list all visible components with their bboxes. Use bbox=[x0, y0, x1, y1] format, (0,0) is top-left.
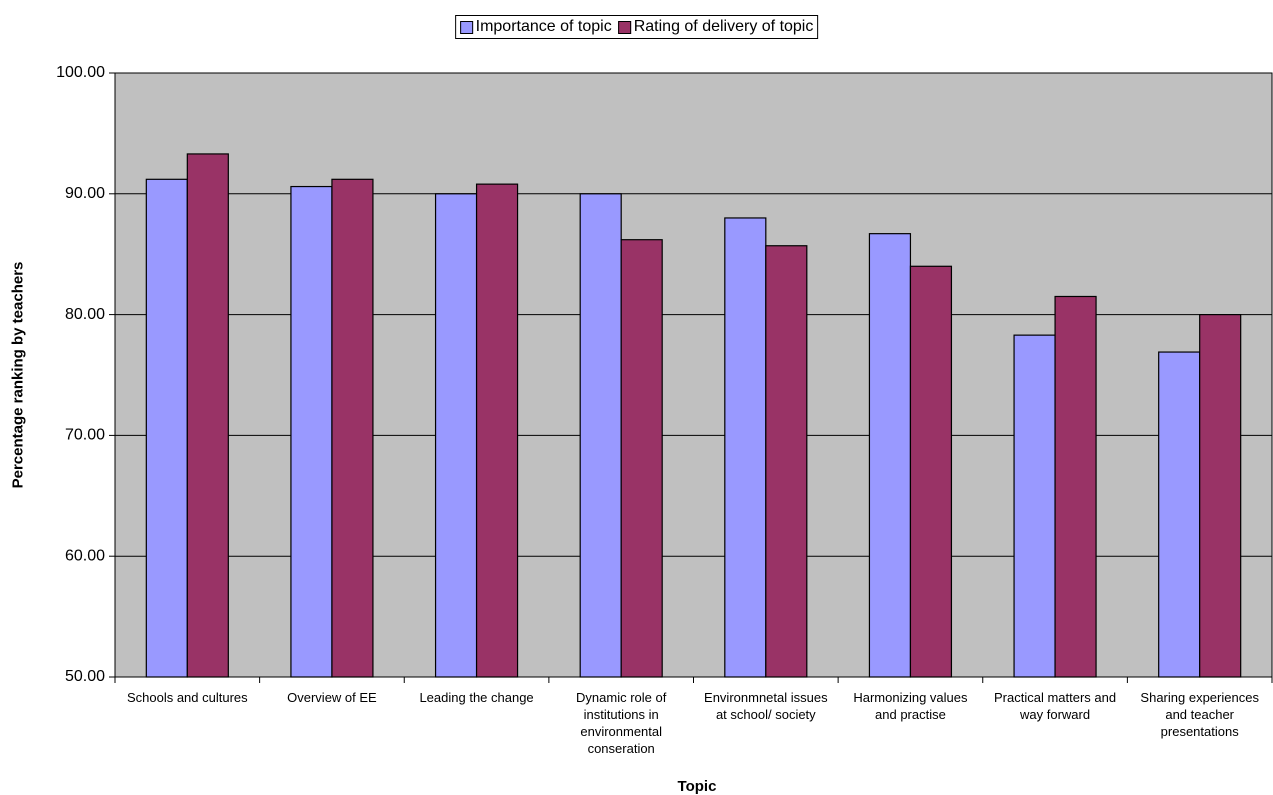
bar bbox=[909, 265, 953, 678]
bar bbox=[579, 193, 622, 678]
legend-item: Rating of delivery of topic bbox=[617, 18, 814, 36]
legend-label: Rating of delivery of topic bbox=[633, 18, 814, 35]
plot-area bbox=[115, 73, 1272, 677]
y-tick-label: 70.00 bbox=[65, 427, 105, 444]
bar bbox=[1158, 351, 1201, 678]
y-tick-label: 60.00 bbox=[65, 547, 105, 564]
legend: Importance of topic Rating of delivery of… bbox=[454, 15, 819, 39]
x-tick-label: Harmonizing values and practise bbox=[853, 690, 968, 722]
bar bbox=[475, 183, 519, 678]
x-axis-title: Topic bbox=[677, 778, 717, 795]
x-tick-label: Schools and cultures bbox=[126, 690, 248, 705]
x-tick-label: Environmnetal issues at school/ society bbox=[704, 690, 828, 722]
x-tick-label: Overview of EE bbox=[287, 690, 377, 705]
y-tick-label: 80.00 bbox=[65, 306, 105, 323]
bar bbox=[186, 153, 229, 678]
x-tick-label: Practical matters and way forward bbox=[994, 690, 1117, 722]
bar bbox=[868, 233, 912, 678]
plot-border bbox=[114, 72, 1273, 678]
y-tick-label: 50.00 bbox=[65, 668, 105, 685]
x-tick-label: Leading the change bbox=[419, 690, 534, 705]
bar bbox=[1199, 314, 1242, 678]
y-tick-label: 100.00 bbox=[56, 64, 105, 81]
legend-swatch bbox=[617, 20, 631, 34]
bar bbox=[1013, 334, 1056, 678]
bar bbox=[620, 239, 663, 678]
bar bbox=[290, 185, 333, 678]
legend-label: Importance of topic bbox=[475, 18, 612, 35]
legend-item: Importance of topic bbox=[459, 18, 612, 36]
bar bbox=[434, 193, 478, 678]
bar bbox=[724, 217, 767, 678]
bar bbox=[765, 245, 808, 678]
x-tick-label: Dynamic role of institutions in environm… bbox=[576, 690, 667, 756]
bar bbox=[145, 178, 188, 678]
legend-swatch bbox=[459, 20, 473, 34]
bar bbox=[331, 178, 374, 678]
y-tick-label: 90.00 bbox=[65, 185, 105, 202]
x-tick-label: Sharing experiences and teacher presenta… bbox=[1140, 690, 1259, 739]
y-axis-title: Percentage ranking by teachers bbox=[9, 261, 27, 489]
bar bbox=[1054, 295, 1097, 678]
